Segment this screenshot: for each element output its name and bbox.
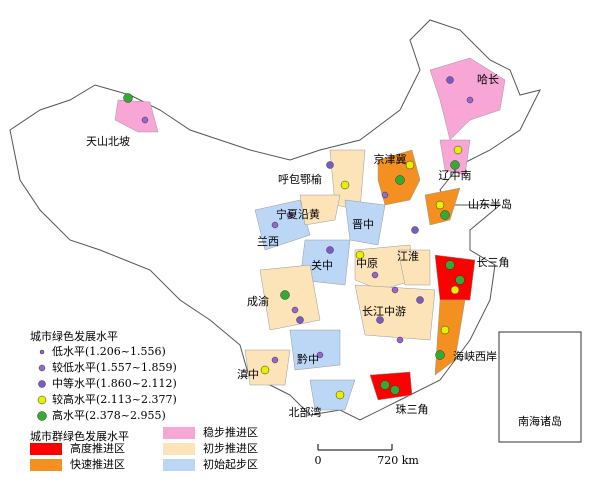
- city-dot: [316, 351, 324, 359]
- legend-label: 初步推进区: [203, 441, 258, 455]
- region-label: 晋中: [352, 218, 374, 231]
- region-label: 长江中游: [362, 305, 406, 318]
- region-label: 江淮: [397, 250, 419, 263]
- city-dot: [271, 356, 279, 364]
- city-dot: [271, 221, 279, 229]
- city-dot: [296, 316, 304, 324]
- region-label: 呼包鄂榆: [278, 172, 322, 186]
- city-dot: [445, 260, 455, 270]
- inset-label: 南海诸岛: [518, 414, 562, 428]
- city-dot: [260, 365, 270, 375]
- region-label: 滇中: [237, 367, 259, 381]
- city-dot: [450, 160, 460, 170]
- region-label: 哈长: [477, 73, 499, 86]
- city-dot: [381, 191, 389, 199]
- city-dot: [453, 145, 463, 155]
- city-dot: [405, 160, 415, 170]
- city-dot: [280, 290, 290, 300]
- region-label: 关中: [311, 258, 333, 272]
- city-dot: [326, 161, 334, 169]
- city-dot: [371, 271, 379, 279]
- region-label: 成渝: [247, 294, 269, 308]
- legend-dot: [37, 411, 47, 421]
- city-dot: [466, 96, 474, 104]
- city-dot: [390, 385, 400, 395]
- region-label: 中原: [356, 257, 378, 270]
- inset-frame: [498, 331, 582, 443]
- legend-label: 低水平(1.206~1.556): [52, 345, 166, 358]
- region-label: 珠三角: [396, 402, 429, 416]
- region-label: 辽中南: [439, 169, 472, 182]
- legend-dot: [37, 395, 47, 405]
- region-label: 山东半岛: [468, 197, 512, 211]
- city-dot: [376, 316, 384, 324]
- legend-swatch: [163, 459, 195, 471]
- legend-label: 较低水平(1.557~1.859): [52, 360, 177, 374]
- city-dot: [391, 286, 399, 294]
- legend-label: 中等水平(1.860~2.112): [52, 376, 177, 390]
- city-dot: [355, 250, 365, 260]
- legend-dot: [38, 380, 46, 388]
- city-dot: [440, 325, 450, 335]
- city-dot: [450, 285, 460, 295]
- region-label: 北部湾: [289, 405, 322, 419]
- city-dot: [446, 76, 454, 84]
- city-dot: [286, 211, 294, 219]
- city-dot: [411, 226, 419, 234]
- city-dot: [396, 336, 404, 344]
- city-dot: [395, 175, 405, 185]
- city-dot: [291, 306, 299, 314]
- city-dot: [141, 116, 149, 124]
- region-label: 京津冀: [374, 152, 407, 166]
- region-label: 天山北坡: [86, 135, 130, 148]
- city-dot: [340, 180, 350, 190]
- legend-label: 初始起步区: [203, 457, 258, 471]
- city-dot: [455, 275, 465, 285]
- city-dot: [416, 296, 424, 304]
- legend-label: 稳步推进区: [203, 425, 258, 439]
- legend-title: 城市群绿色发展水平: [30, 429, 129, 443]
- legend-label: 高水平(2.378~2.955): [52, 408, 166, 422]
- legend-title: 城市绿色发展水平: [30, 329, 118, 343]
- region-label: 兰西: [257, 235, 279, 248]
- legend-swatch: [163, 443, 195, 455]
- city-dot: [326, 246, 334, 254]
- city-dot: [380, 380, 390, 390]
- scale-start: 0: [315, 454, 322, 467]
- city-dot: [435, 200, 445, 210]
- legend-dot: [39, 349, 45, 355]
- city-dots: [123, 76, 474, 400]
- scale-end: 720 km: [377, 454, 419, 467]
- city-dot: [123, 93, 133, 103]
- city-dot: [440, 210, 450, 220]
- region-label: 海峡西岸: [453, 349, 497, 363]
- legend-label: 较高水平(2.113~2.377): [52, 392, 177, 406]
- legend-label: 快速推进区: [70, 457, 125, 471]
- legend-swatch: [30, 459, 62, 471]
- legend-swatch: [163, 427, 195, 439]
- region-label: 长三角: [477, 256, 510, 269]
- city-dot: [335, 390, 345, 400]
- legend-swatch: [30, 443, 62, 455]
- legend-dot: [38, 364, 46, 372]
- city-dot: [435, 350, 445, 360]
- legend-label: 高度推进区: [70, 441, 125, 455]
- region-label: 宁夏沿黄: [276, 207, 320, 221]
- region-label: 黔中: [297, 352, 319, 366]
